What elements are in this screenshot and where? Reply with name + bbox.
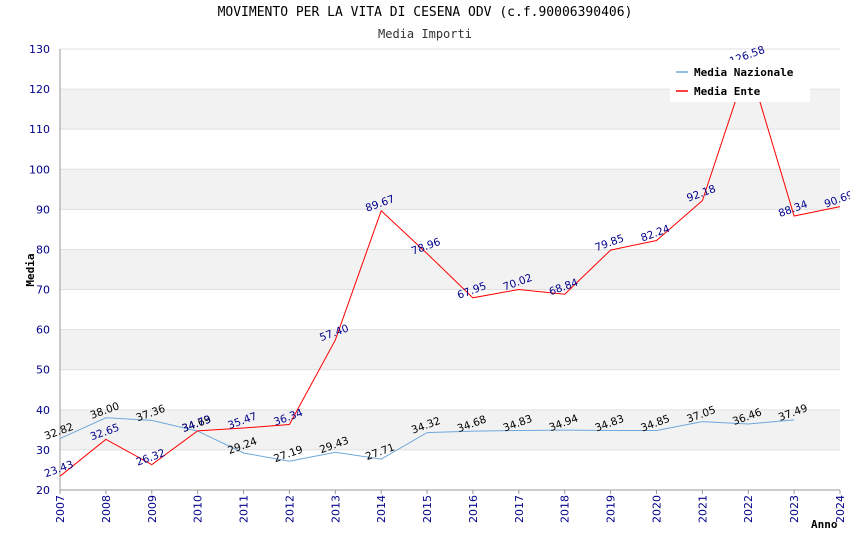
x-tick-label: 2013	[329, 495, 342, 523]
x-tick-label: 2012	[283, 495, 296, 523]
y-tick-label: 40	[36, 404, 50, 417]
x-tick-label: 2007	[54, 495, 67, 523]
x-tick-label: 2011	[238, 495, 251, 523]
x-tick-label: 2015	[421, 495, 434, 523]
y-tick-label: 130	[29, 43, 50, 56]
background-band	[60, 169, 840, 210]
x-tick-label: 2014	[375, 495, 388, 523]
x-tick-label: 2010	[192, 495, 205, 523]
background-bands	[60, 89, 840, 450]
x-tick-label: 2009	[146, 495, 159, 523]
background-band	[60, 329, 840, 370]
y-tick-label: 60	[36, 324, 50, 337]
x-tick-label: 2008	[100, 495, 113, 523]
legend-label: Media Ente	[694, 85, 761, 98]
x-tick-label: 2023	[788, 495, 801, 523]
y-tick-label: 30	[36, 444, 50, 457]
x-tick-label: 2018	[559, 495, 572, 523]
series-lines	[59, 61, 841, 477]
x-axis-label: Anno	[811, 518, 838, 531]
gridlines	[60, 48, 840, 491]
chart-title: MOVIMENTO PER LA VITA DI CESENA ODV (c.f…	[217, 5, 633, 20]
background-band	[60, 409, 840, 450]
x-tick-label: 2022	[742, 495, 755, 523]
legend-label: Media Nazionale	[694, 66, 794, 79]
x-tick-labels: 2007 2008 2009 2010 2011 2012 2013 2014 2015 2016…	[54, 490, 847, 523]
y-axis-label: Media	[24, 253, 37, 286]
y-tick-label: 20	[36, 484, 50, 497]
y-tick-label: 110	[29, 123, 50, 136]
series-line-media-ente	[59, 61, 841, 477]
series-line-media-nazionale	[59, 417, 795, 462]
x-tick-label: 2016	[467, 495, 480, 523]
y-tick-labels: 20 30 40 50 60 70 80 90 100 110 120 130	[29, 43, 50, 497]
x-tick-label: 2019	[605, 495, 618, 523]
data-label: 23.43	[43, 459, 75, 481]
y-tick-label: 80	[36, 243, 50, 256]
y-tick-label: 90	[36, 203, 50, 216]
x-tick-label: 2021	[696, 495, 709, 523]
y-tick-label: 50	[36, 364, 50, 377]
y-tick-label: 100	[29, 163, 50, 176]
background-band	[60, 249, 840, 290]
x-tick-label: 2020	[650, 495, 663, 523]
y-tick-label: 70	[36, 284, 50, 297]
legend: Media Nazionale Media Ente	[670, 60, 810, 102]
chart-subtitle: Media Importi	[378, 27, 472, 41]
y-tick-label: 120	[29, 83, 50, 96]
x-tick-label: 2017	[513, 495, 526, 523]
x-tick-label: 2024	[834, 495, 847, 523]
